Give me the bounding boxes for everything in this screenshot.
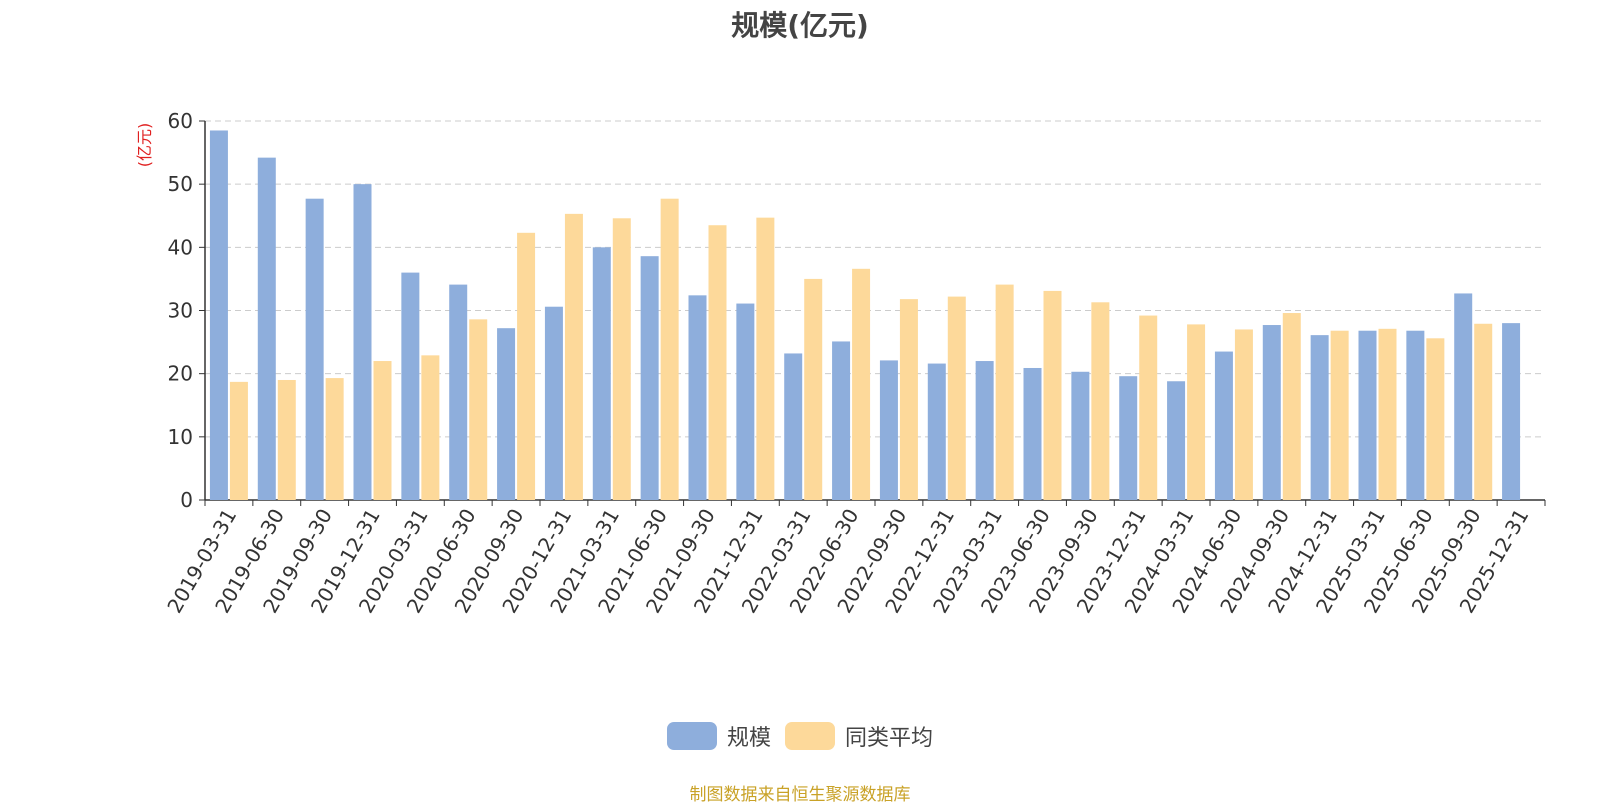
- bar-category-average: [325, 378, 344, 500]
- bar-scale: [497, 328, 516, 500]
- bar-scale: [1119, 376, 1138, 500]
- bar-scale: [1454, 293, 1473, 500]
- y-tick-label: 30: [168, 299, 193, 323]
- bar-scale: [832, 341, 851, 500]
- bar-scale: [305, 198, 324, 500]
- bar-category-average: [1043, 290, 1062, 500]
- bar-category-average: [229, 381, 248, 500]
- chart-title: 规模(亿元): [731, 9, 869, 42]
- bar-scale: [209, 130, 228, 500]
- bar-category-average: [1187, 324, 1206, 500]
- bar-category-average: [564, 213, 583, 501]
- bar-scale: [401, 272, 420, 500]
- legend: 规模 同类平均: [0, 720, 1600, 752]
- bar-category-average: [660, 198, 679, 500]
- y-tick-label: 50: [168, 172, 193, 196]
- bar-scale: [1023, 367, 1042, 500]
- bar-category-average: [804, 278, 823, 500]
- bar-category-average: [1282, 313, 1301, 500]
- bar-category-average: [947, 296, 966, 500]
- bar-category-average: [1234, 329, 1253, 500]
- bar-scale: [879, 360, 898, 500]
- bar-category-average: [277, 379, 296, 500]
- bar-category-average: [517, 232, 536, 500]
- legend-item-scale[interactable]: 规模: [666, 720, 771, 752]
- bar-scale: [544, 306, 563, 500]
- bar-scale: [257, 157, 276, 501]
- bar-category-average: [756, 217, 775, 500]
- bar-category-average: [852, 268, 871, 500]
- bar-category-average: [1474, 323, 1493, 500]
- bar-category-average: [995, 284, 1014, 500]
- bar-scale: [1214, 351, 1233, 500]
- y-tick-label: 10: [168, 425, 193, 449]
- y-tick-label: 60: [168, 109, 193, 133]
- bar-scale: [736, 303, 755, 500]
- bar-category-average: [373, 361, 392, 500]
- bar-category-average: [708, 225, 727, 500]
- bar-scale: [975, 361, 994, 500]
- bar-scale: [1406, 330, 1425, 500]
- bar-category-average: [469, 319, 488, 500]
- legend-swatch-category-average: [785, 722, 835, 750]
- bar-scale: [449, 284, 468, 500]
- bar-category-average: [421, 355, 440, 500]
- bar-scale: [1358, 330, 1377, 500]
- bar-category-average: [1139, 315, 1158, 500]
- y-tick-label: 40: [168, 235, 193, 259]
- bar-scale: [927, 363, 946, 500]
- bar-scale: [640, 256, 659, 500]
- bar-chart: 0102030405060(亿元)2019-03-312019-06-30201…: [135, 109, 1546, 617]
- bar-scale: [1167, 381, 1186, 500]
- bar-scale: [1310, 335, 1329, 500]
- legend-label-scale: 规模: [726, 726, 771, 751]
- y-axis-label: (亿元): [135, 123, 154, 168]
- bar-category-average: [1426, 338, 1445, 500]
- bar-scale: [688, 295, 707, 500]
- bar-category-average: [899, 299, 918, 500]
- bar-scale: [1502, 323, 1521, 500]
- legend-swatch-scale: [666, 722, 717, 750]
- data-source-note: 制图数据来自恒生聚源数据库: [689, 785, 911, 805]
- bar-scale: [1071, 371, 1090, 500]
- bar-category-average: [612, 218, 631, 500]
- y-tick-label: 0: [180, 488, 193, 512]
- bar-category-average: [1378, 328, 1397, 500]
- bar-scale: [784, 353, 803, 500]
- bar-category-average: [1330, 330, 1349, 500]
- legend-label-category-average: 同类平均: [845, 726, 934, 751]
- bar-scale: [353, 184, 372, 500]
- bar-scale: [1262, 325, 1281, 500]
- legend-item-category-average[interactable]: 同类平均: [785, 720, 933, 752]
- bar-category-average: [1091, 302, 1110, 500]
- bar-scale: [592, 247, 611, 500]
- y-tick-label: 20: [168, 362, 193, 386]
